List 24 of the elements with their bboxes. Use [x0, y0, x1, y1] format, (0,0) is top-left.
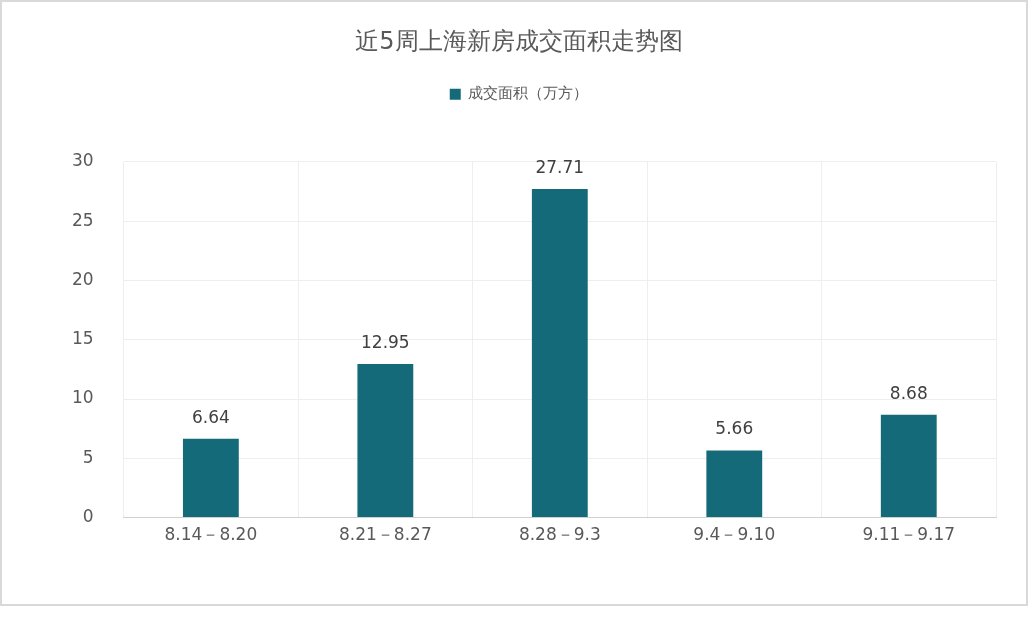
data-label: 8.68 [889, 382, 928, 403]
y-tick-label: 20 [71, 268, 94, 289]
y-tick-label: 10 [71, 387, 94, 408]
data-label: 12.95 [361, 331, 410, 352]
bar [357, 364, 414, 518]
bar [182, 438, 239, 518]
x-tick-label: 9.4－9.10 [693, 524, 776, 545]
bar [531, 188, 588, 518]
y-tick-label: 25 [71, 209, 94, 230]
bar [880, 414, 937, 518]
x-tick-label: 8.14－8.20 [164, 524, 258, 545]
x-tick-label: 9.11－9.17 [862, 524, 956, 545]
legend-label: 成交面积（万方） [468, 84, 589, 103]
y-tick-label: 0 [82, 506, 94, 527]
data-label: 6.64 [191, 406, 230, 427]
data-label: 5.66 [715, 418, 754, 439]
x-tick-label: 8.21－8.27 [338, 524, 432, 545]
y-tick-label: 15 [71, 328, 94, 349]
bar [706, 450, 763, 518]
chart-title: 近5周上海新房成交面积走势图 [355, 26, 683, 55]
x-tick-label: 8.28－9.3 [518, 524, 601, 545]
y-tick-label: 30 [71, 150, 94, 171]
data-label: 27.71 [535, 156, 585, 177]
y-tick-label: 5 [82, 446, 94, 467]
